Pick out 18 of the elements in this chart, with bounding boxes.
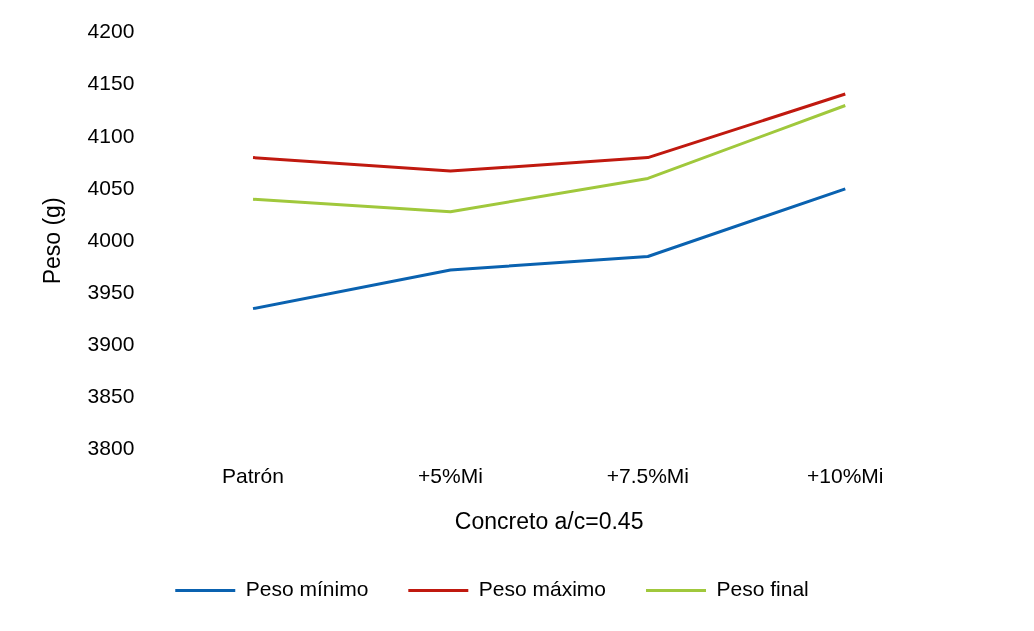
- y-tick-label: 4000: [87, 227, 135, 251]
- legend-label: Peso final: [716, 577, 809, 601]
- y-tick-label: 4100: [87, 123, 135, 147]
- y-tick-label: 4200: [87, 19, 135, 43]
- y-tick-label: 3850: [87, 383, 135, 407]
- y-tick-label: 4150: [87, 71, 135, 95]
- x-tick-label: +10%Mi: [807, 463, 884, 487]
- y-tick-label: 3950: [87, 279, 135, 303]
- legend-label: Peso máximo: [478, 577, 607, 601]
- x-tick-label: +7.5%Mi: [606, 463, 690, 487]
- x-tick-label: +5%Mi: [418, 463, 483, 487]
- x-tick-label: Patrón: [222, 463, 284, 487]
- y-tick-label: 3900: [87, 331, 135, 355]
- y-tick-label: 3800: [87, 436, 135, 459]
- legend-label: Peso mínimo: [245, 577, 369, 601]
- y-axis-title: Peso (g): [39, 197, 66, 285]
- x-axis-title: Concreto a/c=0.45: [454, 507, 644, 534]
- y-tick-label: 4050: [87, 175, 135, 199]
